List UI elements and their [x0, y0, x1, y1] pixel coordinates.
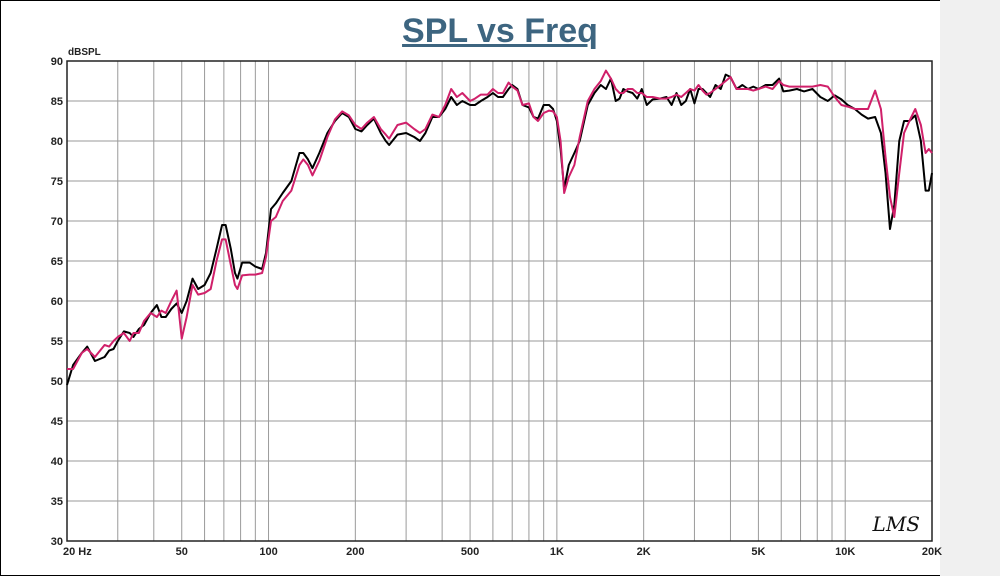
y-tick-label: 70 — [51, 216, 63, 228]
x-tick-label: 1K — [550, 546, 564, 558]
x-tick-label: 50 — [176, 546, 188, 558]
chart-title: SPL vs Freq — [402, 12, 598, 50]
y-tick-label: 50 — [51, 376, 63, 388]
lms-logo: LMS — [872, 512, 920, 536]
y-tick-label: 85 — [51, 96, 63, 108]
x-tick-label: 20K — [922, 546, 942, 558]
x-tick-label: 5K — [751, 546, 765, 558]
y-tick-label: 30 — [51, 536, 63, 548]
y-tick-label: 65 — [51, 256, 63, 268]
y-tick-label: 55 — [51, 336, 63, 348]
right-margin-shade — [940, 0, 1000, 576]
x-tick-label: 10K — [835, 546, 855, 558]
y-tick-label: 80 — [51, 136, 63, 148]
x-tick-label: 20 Hz — [63, 546, 92, 558]
x-tick-label: 200 — [346, 546, 364, 558]
y-axis-unit-label: dBSPL — [68, 47, 101, 58]
y-tick-label: 90 — [51, 56, 63, 68]
y-tick-label: 45 — [51, 416, 63, 428]
series-line-2 — [67, 69, 933, 370]
x-tick-label: 100 — [259, 546, 277, 558]
x-tick-label: 500 — [461, 546, 479, 558]
y-tick-label: 35 — [51, 496, 63, 508]
y-tick-label: 40 — [51, 456, 63, 468]
y-tick-label: 60 — [51, 296, 63, 308]
plot-border — [66, 60, 933, 542]
x-tick-label: 2K — [637, 546, 651, 558]
y-tick-label: 75 — [51, 176, 63, 188]
